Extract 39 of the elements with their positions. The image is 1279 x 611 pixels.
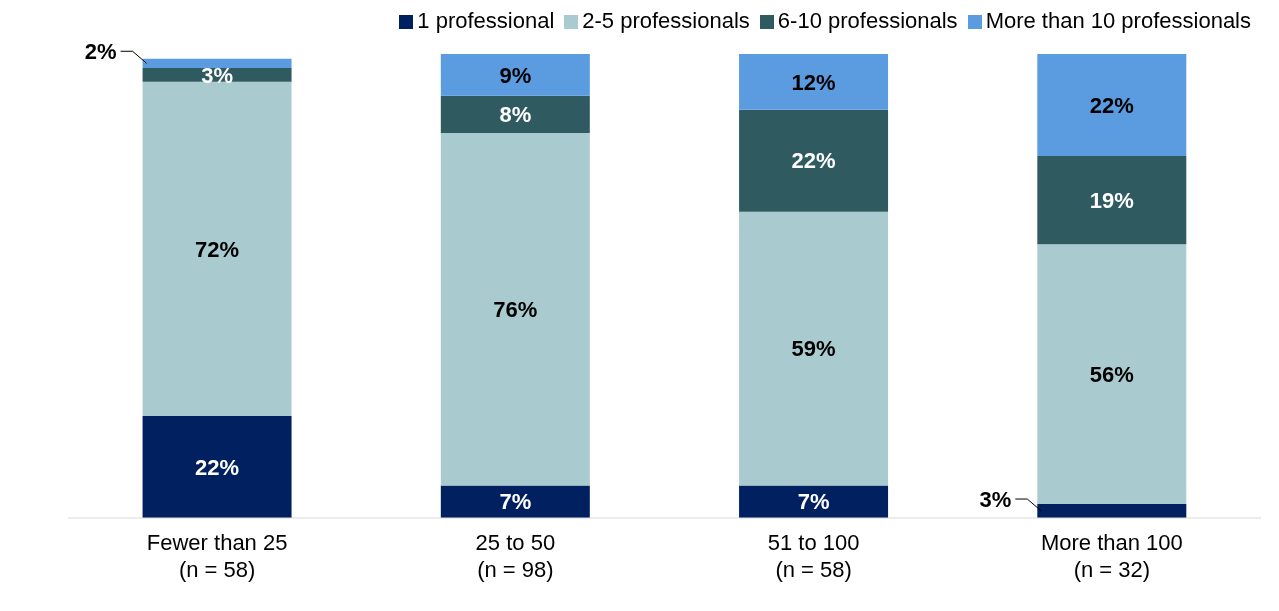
data-label: 22% [195, 454, 240, 480]
data-label: 76% [493, 296, 538, 322]
bar [440, 95, 590, 133]
bar [142, 415, 292, 518]
x-tick-label: 25 to 50 (n = 98) [475, 530, 556, 582]
bar [739, 485, 889, 518]
bar [1037, 54, 1187, 157]
legend-label: 1 professional [417, 8, 555, 33]
bar [739, 54, 889, 110]
x-tick-label: More than 100 (n = 32) [1040, 530, 1183, 582]
bar [739, 211, 889, 486]
bar [1037, 156, 1187, 245]
data-label: 8% [499, 102, 532, 128]
bar [440, 132, 590, 486]
data-label: 56% [1089, 361, 1134, 387]
data-label: 22% [1089, 92, 1134, 118]
bar [1037, 504, 1187, 518]
bar [142, 81, 292, 416]
bar [1037, 244, 1187, 505]
legend-label: 2-5 professionals [582, 8, 750, 33]
data-label: 59% [791, 336, 836, 362]
legend-label: 6-10 professionals [777, 8, 958, 33]
bar [440, 485, 590, 518]
bar [440, 54, 590, 96]
data-label: 19% [1089, 187, 1134, 213]
data-label: 9% [499, 62, 532, 88]
bar [739, 109, 889, 212]
data-label: 72% [195, 236, 240, 262]
x-tick-label: Fewer than 25 (n = 58) [146, 530, 288, 582]
data-label: 22% [791, 148, 836, 174]
data-label: 7% [797, 489, 830, 515]
x-tick-label: 51 to 100 (n = 58) [767, 530, 860, 582]
data-label: 7% [499, 489, 532, 515]
legend-label: More than 10 professionals [985, 8, 1251, 33]
bar [142, 58, 292, 68]
data-label: 2% [84, 38, 117, 64]
data-label: 12% [791, 69, 836, 95]
data-label: 3% [201, 62, 233, 88]
data-label: 3% [979, 486, 1012, 512]
